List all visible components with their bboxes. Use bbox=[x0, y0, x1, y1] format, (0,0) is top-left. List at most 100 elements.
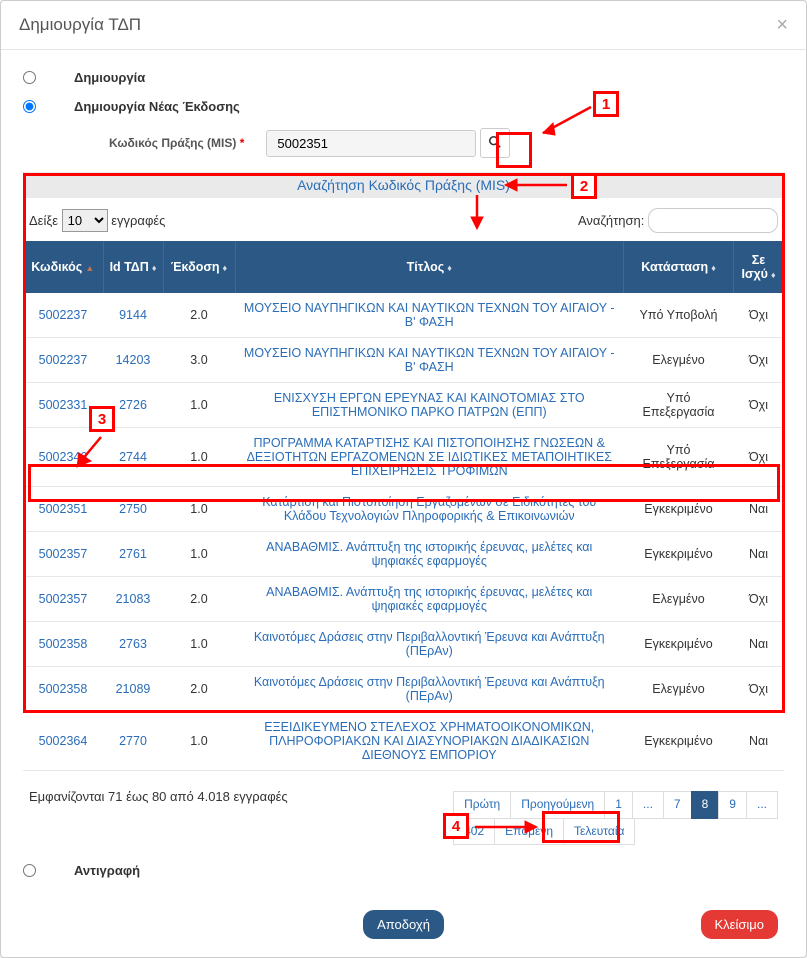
cell-status: Εγκεκριμένο bbox=[624, 712, 734, 771]
modal-dialog: Δημιουργία ΤΔΠ × Δημιουργία Δημιουργία Ν… bbox=[0, 0, 807, 958]
table-row[interactable]: 500235827631.0Καινοτόμες Δράσεις στην Πε… bbox=[23, 622, 784, 667]
radio-new-version-label: Δημιουργία Νέας Έκδοσης bbox=[74, 99, 240, 114]
modal-header: Δημιουργία ΤΔΠ × bbox=[1, 1, 806, 50]
entries-select[interactable]: 10 bbox=[62, 209, 108, 232]
cell-id: 2763 bbox=[103, 622, 163, 667]
search-button[interactable] bbox=[480, 128, 510, 158]
table-row[interactable]: 5002357210832.0 ΑΝΑΒΑΘΜΙΣ. Ανάπτυξη της ι… bbox=[23, 577, 784, 622]
accept-button[interactable]: Αποδοχή bbox=[363, 910, 444, 939]
cell-version: 1.0 bbox=[163, 487, 235, 532]
page-prev[interactable]: Προηγούμενη bbox=[510, 791, 605, 819]
table-search: Αναζήτηση: bbox=[578, 208, 778, 233]
table-row[interactable]: 500234627441.0ΠΡΟΓΡΑΜΜΑ ΚΑΤΑΡΤΙΣΗΣ ΚΑΙ Π… bbox=[23, 428, 784, 487]
cell-status: Εγκεκριμένο bbox=[624, 532, 734, 577]
th-id[interactable]: Id ΤΔΠ♦ bbox=[103, 241, 163, 293]
page-7[interactable]: 7 bbox=[663, 791, 692, 819]
close-button[interactable]: Κλείσιμο bbox=[701, 910, 779, 939]
cell-title: ΠΡΟΓΡΑΜΜΑ ΚΑΤΑΡΤΙΣΗΣ ΚΑΙ ΠΙΣΤΟΠΟΙΗΣΗΣ ΓΝ… bbox=[235, 428, 624, 487]
th-title[interactable]: Τίτλος♦ bbox=[235, 241, 624, 293]
cell-valid: Όχι bbox=[734, 577, 784, 622]
title-link[interactable]: Καινοτόμες Δράσεις στην Περιβαλλοντική Έ… bbox=[254, 630, 605, 658]
cell-id: 2726 bbox=[103, 383, 163, 428]
cell-status: Υπό Επεξεργασία bbox=[624, 428, 734, 487]
cell-id: 21083 bbox=[103, 577, 163, 622]
title-link[interactable]: ΠΡΟΓΡΑΜΜΑ ΚΑΤΑΡΤΙΣΗΣ ΚΑΙ ΠΙΣΤΟΠΟΙΗΣΗΣ ΓΝ… bbox=[247, 436, 612, 478]
page-next[interactable]: Επόμενη bbox=[494, 818, 564, 846]
cell-id: 14203 bbox=[103, 338, 163, 383]
cell-valid: Όχι bbox=[734, 338, 784, 383]
page-dots: ... bbox=[632, 791, 664, 819]
th-code[interactable]: Κωδικός▲ bbox=[23, 241, 103, 293]
page-first[interactable]: Πρώτη bbox=[453, 791, 511, 819]
sort-icon: ♦ bbox=[223, 263, 228, 273]
th-version[interactable]: Έκδοση♦ bbox=[163, 241, 235, 293]
cell-id: 9144 bbox=[103, 293, 163, 338]
table-row[interactable]: 5002358210892.0Καινοτόμες Δράσεις στην Π… bbox=[23, 667, 784, 712]
cell-valid: Ναι bbox=[734, 532, 784, 577]
radio-new-version[interactable] bbox=[23, 100, 36, 113]
table-row[interactable]: 500233127261.0ΕΝΙΣΧΥΣΗ ΕΡΓΩΝ ΕΡΕΥΝΑΣ ΚΑΙ… bbox=[23, 383, 784, 428]
table-row[interactable]: 5002237142033.0ΜΟΥΣΕΙΟ ΝΑΥΠΗΓΙΚΩΝ ΚΑΙ ΝΑ… bbox=[23, 338, 784, 383]
table-header-row: Κωδικός▲ Id ΤΔΠ♦ Έκδοση♦ Τίτλος♦ Κατάστα… bbox=[23, 241, 784, 293]
mis-label-text: Κωδικός Πράξης (MIS) bbox=[109, 136, 236, 150]
search-mis-link[interactable]: Αναζήτηση Κωδικός Πράξης (MIS) bbox=[297, 177, 510, 193]
sort-icon: ♦ bbox=[711, 263, 716, 273]
page-last[interactable]: Τελευταία bbox=[563, 818, 635, 846]
table-body: 50022379144 2.0 ΜΟΥΣΕΙΟ ΝΑΥΠΗΓΙΚΩΝ ΚΑΙ ΝΑΥ… bbox=[23, 293, 784, 771]
cell-code: 5002364 bbox=[23, 712, 103, 771]
cell-code: 5002357 bbox=[23, 577, 103, 622]
search-label: Αναζήτηση: bbox=[578, 213, 644, 228]
page-1[interactable]: 1 bbox=[604, 791, 633, 819]
title-link[interactable]: Κατάρτιση και Πιστοποίηση Εργαζομένων σε… bbox=[262, 495, 596, 523]
table-footer: Εμφανίζονται 71 έως 80 από 4.018 εγγραφέ… bbox=[29, 783, 778, 845]
sort-icon: ♦ bbox=[447, 263, 452, 273]
title-link[interactable]: ΜΟΥΣΕΙΟ ΝΑΥΠΗΓΙΚΩΝ ΚΑΙ ΝΑΥΤΙΚΩΝ ΤΕΧΝΩΝ Τ… bbox=[244, 301, 615, 329]
data-table: Κωδικός▲ Id ΤΔΠ♦ Έκδοση♦ Τίτλος♦ Κατάστα… bbox=[23, 241, 784, 771]
cell-valid: Όχι bbox=[734, 293, 784, 338]
title-link[interactable]: ΑΝΑΒΑΘΜΙΣ. Ανάπτυξη της ιστορικής έρευνα… bbox=[266, 585, 592, 613]
table-row[interactable]: 500235127501.0Κατάρτιση και Πιστοποίηση … bbox=[23, 487, 784, 532]
cell-status: Ελεγμένο bbox=[624, 667, 734, 712]
table-row[interactable]: 500235727611.0ΑΝΑΒΑΘΜΙΣ. Ανάπτυξη της ισ… bbox=[23, 532, 784, 577]
section-search-bar: Αναζήτηση Κωδικός Πράξης (MIS) bbox=[23, 172, 784, 198]
page-8[interactable]: 8 bbox=[691, 791, 720, 819]
title-link[interactable]: ΜΟΥΣΕΙΟ ΝΑΥΠΗΓΙΚΩΝ ΚΑΙ ΝΑΥΤΙΚΩΝ ΤΕΧΝΩΝ Τ… bbox=[244, 346, 615, 374]
table-row[interactable]: 500236427701.0ΕΞΕΙΔΙΚΕΥΜΕΝΟ ΣΤΕΛΕΧΟΣ ΧΡΗ… bbox=[23, 712, 784, 771]
title-link[interactable]: ΑΝΑΒΑΘΜΙΣ. Ανάπτυξη της ιστορικής έρευνα… bbox=[266, 540, 592, 568]
mis-row: Κωδικός Πράξης (MIS) * bbox=[23, 128, 784, 158]
cell-title: Κατάρτιση και Πιστοποίηση Εργαζομένων σε… bbox=[235, 487, 624, 532]
cell-status: Εγκεκριμένο bbox=[624, 622, 734, 667]
cell-valid: Όχι bbox=[734, 667, 784, 712]
radio-create-label: Δημιουργία bbox=[74, 70, 145, 85]
sort-asc-icon: ▲ bbox=[85, 263, 94, 273]
cell-version: 2.0 bbox=[163, 577, 235, 622]
mis-input[interactable] bbox=[266, 130, 476, 157]
table-search-input[interactable] bbox=[648, 208, 778, 233]
modal-title: Δημιουργία ΤΔΠ bbox=[19, 15, 141, 35]
title-link[interactable]: ΕΞΕΙΔΙΚΕΥΜΕΝΟ ΣΤΕΛΕΧΟΣ ΧΡΗΜΑΤΟΟΙΚΟΝΟΜΙΚΩ… bbox=[264, 720, 594, 762]
radio-copy[interactable] bbox=[23, 864, 36, 877]
required-star: * bbox=[240, 136, 245, 150]
cell-status: Ελεγμένο bbox=[624, 338, 734, 383]
page-9[interactable]: 9 bbox=[718, 791, 747, 819]
cell-id: 2770 bbox=[103, 712, 163, 771]
th-valid[interactable]: Σε Ισχύ♦ bbox=[734, 241, 784, 293]
title-link[interactable]: Καινοτόμες Δράσεις στην Περιβαλλοντική Έ… bbox=[254, 675, 605, 703]
sort-icon: ♦ bbox=[152, 263, 157, 273]
cell-version: 1.0 bbox=[163, 383, 235, 428]
cell-code: 5002351 bbox=[23, 487, 103, 532]
close-icon[interactable]: × bbox=[776, 15, 788, 35]
cell-id: 2744 bbox=[103, 428, 163, 487]
table-row[interactable]: 500223791442.0ΜΟΥΣΕΙΟ ΝΑΥΠΗΓΙΚΩΝ ΚΑΙ ΝΑΥ… bbox=[23, 293, 784, 338]
cell-version: 1.0 bbox=[163, 622, 235, 667]
table-controls: Δείξε 10 εγγραφές Αναζήτηση: bbox=[29, 208, 778, 233]
show-entries: Δείξε 10 εγγραφές bbox=[29, 209, 165, 232]
th-status[interactable]: Κατάσταση♦ bbox=[624, 241, 734, 293]
cell-code: 5002237 bbox=[23, 338, 103, 383]
radio-create[interactable] bbox=[23, 71, 36, 84]
mis-label: Κωδικός Πράξης (MIS) * bbox=[109, 136, 244, 150]
title-link[interactable]: ΕΝΙΣΧΥΣΗ ΕΡΓΩΝ ΕΡΕΥΝΑΣ ΚΑΙ ΚΑΙΝΟΤΟΜΙΑΣ Σ… bbox=[274, 391, 585, 419]
cell-version: 1.0 bbox=[163, 428, 235, 487]
cell-status: Υπό Επεξεργασία bbox=[624, 383, 734, 428]
page-402[interactable]: 402 bbox=[453, 818, 495, 846]
